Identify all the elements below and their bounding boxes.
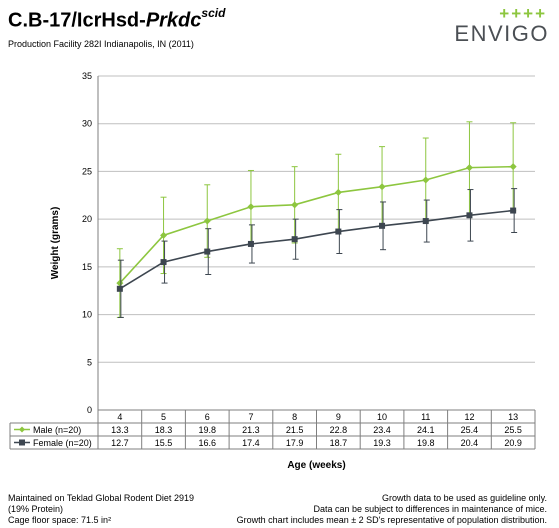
footer-right-line: Growth chart includes mean ± 2 SD's repr… xyxy=(236,515,547,525)
data-point xyxy=(203,217,211,225)
data-point xyxy=(160,231,168,239)
x-axis-label: Age (weeks) xyxy=(287,460,345,471)
data-label: 25.5 xyxy=(504,425,522,435)
data-label: 21.3 xyxy=(242,425,260,435)
x-tick-label: 9 xyxy=(336,412,341,422)
data-label: 22.8 xyxy=(330,425,348,435)
y-tick-label: 5 xyxy=(87,357,92,367)
chart-subtitle: Production Facility 282I Indianapolis, I… xyxy=(8,39,194,49)
y-tick-label: 0 xyxy=(87,405,92,415)
data-point xyxy=(422,218,429,225)
data-label: 12.7 xyxy=(111,438,129,448)
series-line xyxy=(119,209,514,290)
x-tick-label: 6 xyxy=(205,412,210,422)
data-label: 15.5 xyxy=(155,438,173,448)
y-tick-label: 30 xyxy=(82,119,92,129)
x-tick-label: 5 xyxy=(161,412,166,422)
x-tick-label: 11 xyxy=(421,412,430,422)
x-tick-label: 10 xyxy=(377,412,387,422)
data-label: 21.5 xyxy=(286,425,304,435)
data-label: 19.8 xyxy=(417,438,435,448)
x-tick-label: 4 xyxy=(117,412,122,422)
data-label: 16.6 xyxy=(198,438,216,448)
footer-left-line: (19% Protein) xyxy=(8,504,64,514)
series-line xyxy=(119,165,514,284)
data-point xyxy=(422,176,430,184)
x-tick-label: 12 xyxy=(464,412,474,422)
logo-wordmark: ENVIGO xyxy=(454,21,549,46)
data-point xyxy=(378,183,386,191)
data-label: 19.3 xyxy=(373,438,391,448)
data-point xyxy=(116,285,123,292)
y-axis-label: Weight (grams) xyxy=(50,207,61,280)
legend-marker xyxy=(19,426,25,433)
y-tick-label: 10 xyxy=(82,310,92,320)
footer-left-line: Maintained on Teklad Global Rodent Diet … xyxy=(8,493,194,503)
data-label: 20.4 xyxy=(461,438,479,448)
data-label: 19.8 xyxy=(198,425,216,435)
title-main: C.B-17/IcrHsd- xyxy=(8,9,146,32)
logo-crosses: ++++ xyxy=(499,4,547,23)
data-point xyxy=(291,201,299,209)
data-point xyxy=(510,207,517,214)
data-point xyxy=(465,164,473,172)
footer-right-line: Data can be subject to differences in ma… xyxy=(313,504,547,514)
title-superscript: scid xyxy=(201,6,226,20)
data-point xyxy=(509,163,517,171)
y-tick-label: 25 xyxy=(82,166,92,176)
data-label: 13.3 xyxy=(111,425,129,435)
data-point xyxy=(160,259,167,266)
x-tick-label: 13 xyxy=(508,412,518,422)
footer-right-line: Growth data to be used as guideline only… xyxy=(382,493,547,503)
title-italic: Prkdc xyxy=(145,9,202,32)
footer-disclaimer: Growth data to be used as guideline only… xyxy=(237,493,547,526)
data-label: 17.9 xyxy=(286,438,304,448)
chart-title: C.B-17/IcrHsd-Prkdcscid xyxy=(8,6,226,33)
data-point xyxy=(247,240,254,247)
data-label: 23.4 xyxy=(373,425,391,435)
envigo-logo: ++++ ENVIGO xyxy=(429,4,549,46)
data-label: 18.7 xyxy=(330,438,348,448)
legend-label: Male (n=20) xyxy=(33,425,81,435)
y-tick-label: 15 xyxy=(82,262,92,272)
data-point xyxy=(204,248,211,255)
footer-diet-info: Maintained on Teklad Global Rodent Diet … xyxy=(8,493,194,526)
data-point xyxy=(116,279,124,287)
data-point xyxy=(379,222,386,229)
x-tick-label: 8 xyxy=(292,412,297,422)
data-label: 25.4 xyxy=(461,425,479,435)
legend-label: Female (n=20) xyxy=(33,438,92,448)
y-tick-label: 20 xyxy=(82,214,92,224)
y-tick-label: 35 xyxy=(82,71,92,81)
data-label: 20.9 xyxy=(504,438,522,448)
footer-left-line: Cage floor space: 71.5 in² xyxy=(8,515,112,525)
legend-marker xyxy=(19,439,25,446)
data-label: 17.4 xyxy=(242,438,260,448)
x-tick-label: 7 xyxy=(248,412,253,422)
data-label: 18.3 xyxy=(155,425,173,435)
data-point xyxy=(291,236,298,243)
data-point xyxy=(247,203,255,211)
data-label: 24.1 xyxy=(417,425,435,435)
data-point xyxy=(334,188,342,196)
data-point xyxy=(335,228,342,235)
data-point xyxy=(466,212,473,219)
